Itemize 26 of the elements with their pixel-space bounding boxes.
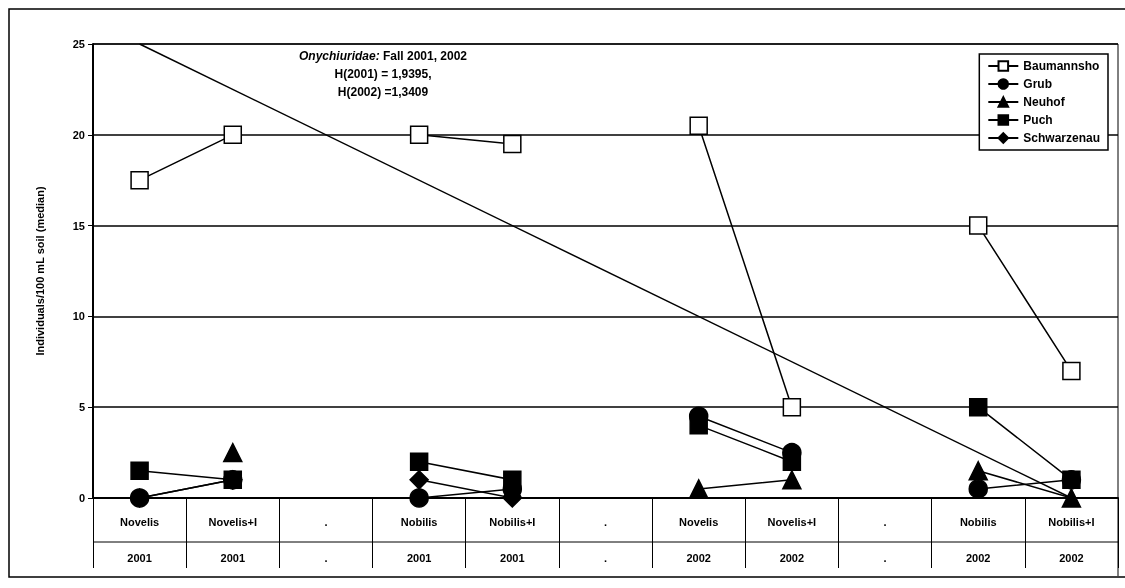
legend-label: Baumannsho [1023, 59, 1100, 73]
category-label: Nobilis 2002 [959, 516, 997, 564]
annotation: Onychiuridae: Fall 2001, 2002 [298, 49, 468, 63]
category-label: Novelis+I 2002 [767, 516, 817, 564]
y-tick-label: 0 [78, 492, 85, 504]
annotation: H(2002) =1,3409 [337, 85, 429, 99]
category-label: Nobilis 2001 [400, 516, 438, 564]
category-label: Novelis 2002 [679, 516, 719, 564]
y-tick-label: 10 [72, 310, 85, 323]
y-tick-label: 20 [72, 128, 85, 141]
category-label: . . [883, 516, 887, 564]
legend-label: Schwarzenau [1023, 131, 1101, 145]
category-label: Nobilis+I 2001 [489, 516, 536, 564]
category-label: Nobilis+I 2002 [1048, 516, 1095, 564]
y-tick-label: 15 [72, 219, 85, 232]
annotation: H(2001) = 1,9395, [334, 67, 432, 81]
y-tick-label: 5 [78, 401, 85, 414]
legend-label: Puch [1023, 113, 1053, 127]
y-tick-label: 25 [72, 38, 85, 50]
category-label: . . [603, 516, 608, 564]
category-label: . . [324, 516, 328, 564]
legend-label: Grub [1023, 77, 1052, 91]
category-label: Novelis+I 2001 [208, 516, 258, 564]
legend-label: Neuhof [1023, 95, 1066, 109]
category-label: Novelis 2001 [120, 516, 160, 564]
y-axis-title: Individuals/100 mL soil (median) [33, 186, 46, 356]
